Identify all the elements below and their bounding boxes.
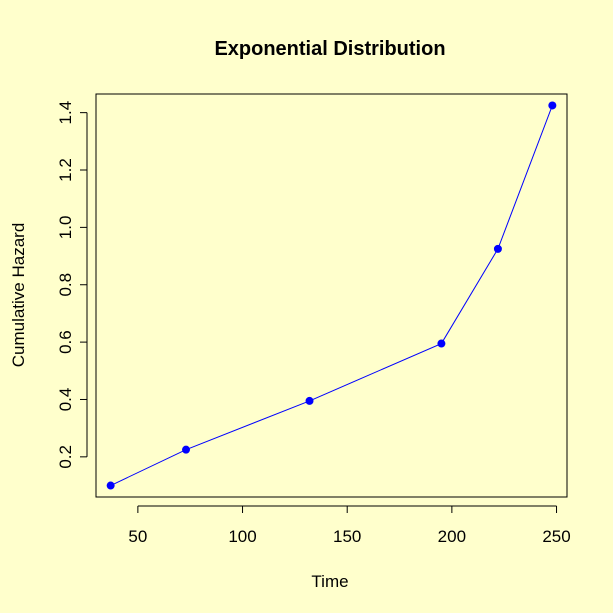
x-axis: 50 100 150 200 250: [128, 505, 571, 546]
x-tick-label: 200: [438, 527, 466, 546]
series-layer: [106, 101, 557, 490]
data-point: [182, 445, 191, 454]
data-point: [437, 339, 446, 348]
x-tick-label: 50: [128, 527, 147, 546]
plot-frame: [95, 93, 568, 498]
y-tick-label: 0.6: [56, 330, 75, 354]
y-tick-label: 1.2: [56, 158, 75, 182]
y-tick-label: 1.4: [56, 101, 75, 125]
data-point: [493, 244, 502, 253]
y-axis-label: Cumulative Hazard: [9, 223, 28, 368]
y-tick-label: 0.2: [56, 445, 75, 469]
data-point: [548, 101, 557, 110]
y-axis: 0.2 0.4 0.6 0.8 1.0 1.2 1.4: [56, 101, 88, 469]
data-point: [305, 396, 314, 405]
y-tick-label: 0.4: [56, 388, 75, 412]
y-tick-label: 1.0: [56, 216, 75, 240]
series-line: [110, 105, 553, 486]
y-tick-label: 0.8: [56, 273, 75, 297]
chart-title: Exponential Distribution: [214, 38, 445, 60]
x-axis-label: Time: [311, 572, 348, 591]
data-point: [106, 481, 115, 490]
x-tick-label: 100: [228, 527, 256, 546]
x-tick-label: 250: [542, 527, 570, 546]
x-tick-label: 150: [333, 527, 361, 546]
